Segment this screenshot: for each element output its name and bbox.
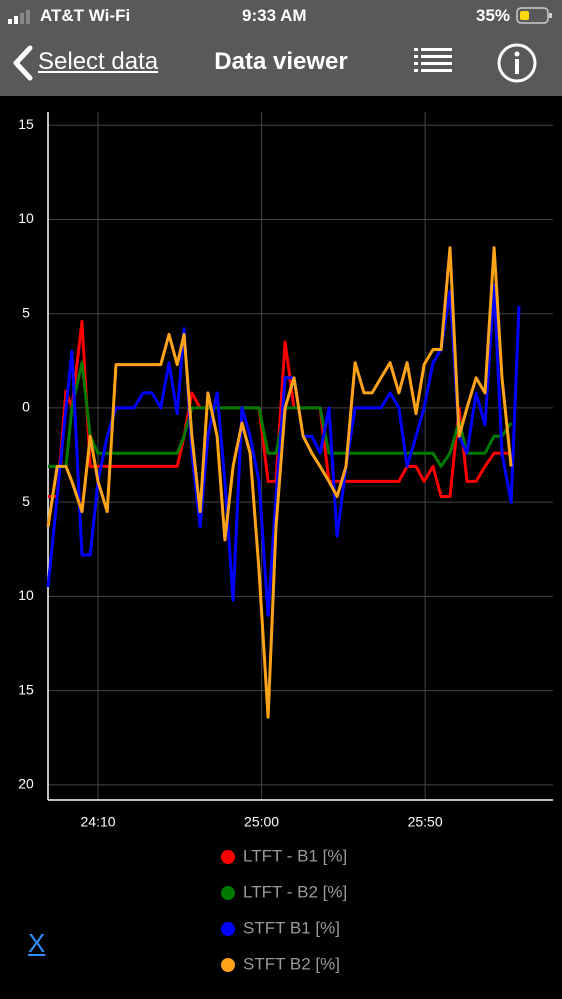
line-series xyxy=(48,361,513,468)
legend-marker xyxy=(221,850,235,864)
y-tick-label: 15 xyxy=(18,681,34,697)
x-tick-label: 25:50 xyxy=(408,814,443,830)
list-icon[interactable] xyxy=(414,46,454,78)
close-button[interactable]: X xyxy=(28,928,46,958)
y-tick-label: 0 xyxy=(22,399,30,415)
carrier: AT&T Wi-Fi xyxy=(40,6,131,25)
back-button[interactable]: Select data xyxy=(38,48,159,75)
x-tick-label: 25:00 xyxy=(244,814,279,830)
x-tick-label: 24:10 xyxy=(81,814,116,830)
battery-icon xyxy=(516,7,552,24)
legend-label: STFT B2 [%] xyxy=(243,954,340,973)
legend-label: LTFT - B2 [%] xyxy=(243,882,347,901)
y-tick-label: 5 xyxy=(22,493,30,509)
legend-marker xyxy=(221,922,235,936)
legend-marker xyxy=(221,886,235,900)
clock: 9:33 AM xyxy=(242,6,307,25)
line-series xyxy=(46,283,521,617)
chart: 15 10 5 0 5 10 15 20 24:10 25:00 25:50 LTFT - B1 [%… xyxy=(18,112,553,973)
y-tick-label: 15 xyxy=(18,116,34,132)
y-tick-label: 10 xyxy=(18,210,34,226)
y-tick-label: 5 xyxy=(22,304,30,320)
header: AT&T Wi-Fi 9:33 AM 35% Select data Data … xyxy=(0,0,562,96)
legend-marker xyxy=(221,958,235,972)
nav-title: Data viewer xyxy=(214,48,348,75)
battery-text: 35% xyxy=(476,6,511,25)
back-icon[interactable] xyxy=(10,44,36,82)
info-icon[interactable] xyxy=(496,42,538,84)
y-tick-label: 10 xyxy=(18,587,34,603)
y-tick-label: 20 xyxy=(18,776,34,792)
line-series xyxy=(46,246,513,719)
legend-label: STFT B1 [%] xyxy=(243,918,340,937)
legend-label: LTFT - B1 [%] xyxy=(243,846,347,865)
signal-icon xyxy=(8,10,30,24)
